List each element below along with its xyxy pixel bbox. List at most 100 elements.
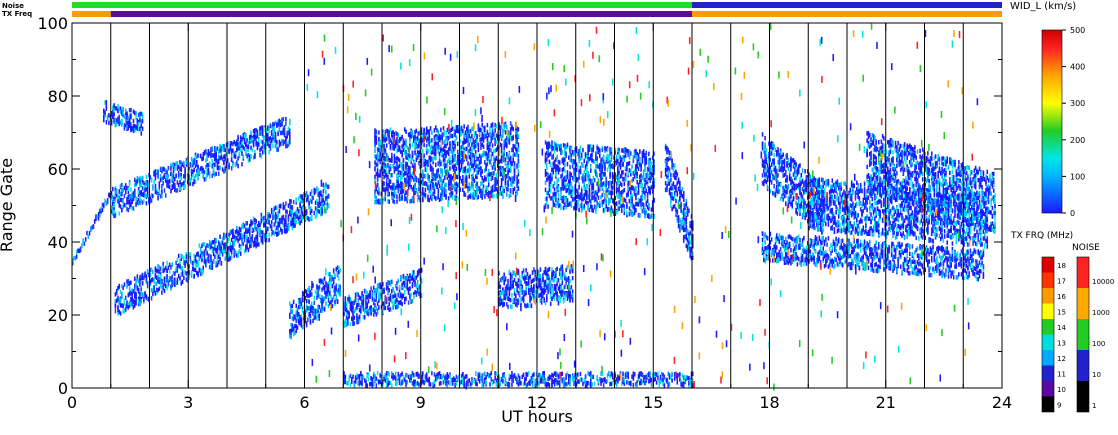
data-cell	[141, 175, 144, 181]
data-cell	[459, 145, 462, 151]
data-cell	[407, 178, 410, 184]
data-cell	[369, 305, 371, 311]
data-cell	[422, 171, 424, 177]
data-cell	[134, 110, 136, 116]
data-cell	[496, 168, 499, 174]
data-cell	[506, 187, 508, 192]
data-cell	[561, 149, 564, 155]
data-cell	[384, 192, 387, 197]
data-cell	[158, 265, 161, 270]
data-cell	[221, 252, 224, 257]
data-cell	[320, 207, 322, 212]
data-cell	[453, 166, 455, 172]
data-cell	[171, 162, 174, 167]
data-cell	[411, 284, 414, 289]
data-cell	[196, 259, 198, 264]
data-cell	[484, 194, 486, 199]
data-cell	[335, 267, 338, 272]
data-cell	[183, 160, 185, 166]
data-cell	[246, 153, 248, 159]
data-cell	[475, 165, 477, 171]
data-cell	[157, 269, 159, 274]
data-cell	[487, 193, 490, 199]
data-cell	[494, 163, 496, 168]
data-cell	[305, 299, 308, 304]
data-cell	[419, 138, 422, 143]
data-cell	[122, 303, 124, 309]
data-cell	[525, 275, 527, 280]
data-cell	[372, 298, 375, 303]
data-cell	[469, 192, 472, 197]
data-cell	[396, 173, 398, 178]
data-cell	[418, 291, 420, 296]
data-cell	[548, 144, 551, 149]
data-cell	[112, 186, 114, 192]
data-cell	[382, 129, 384, 134]
data-cell	[454, 182, 456, 187]
data-cell	[403, 196, 406, 202]
data-cell	[252, 134, 255, 139]
data-cell	[434, 133, 437, 139]
data-cell	[112, 201, 114, 207]
data-cell	[397, 278, 400, 284]
data-cell	[320, 212, 322, 217]
data-cell	[389, 185, 392, 190]
data-cell	[455, 128, 458, 134]
data-cell	[194, 152, 197, 157]
data-cell	[560, 148, 562, 154]
data-cell	[565, 204, 567, 210]
data-cell	[450, 180, 453, 186]
data-cell	[232, 245, 234, 250]
data-cell	[139, 277, 141, 283]
data-cell	[547, 150, 549, 155]
data-cell	[304, 289, 307, 294]
data-cell	[281, 218, 283, 223]
data-cell	[194, 258, 197, 264]
data-cell	[128, 281, 131, 286]
data-cell	[157, 193, 159, 198]
data-cell	[394, 157, 397, 162]
data-cell	[367, 312, 370, 317]
data-cell	[553, 181, 556, 186]
data-cell	[316, 309, 318, 314]
data-cell	[110, 111, 113, 117]
data-cell	[174, 185, 176, 191]
data-cell	[570, 294, 573, 299]
data-cell	[562, 158, 565, 163]
data-cell	[277, 221, 279, 227]
data-cell	[553, 292, 556, 298]
data-cell	[451, 142, 454, 148]
data-cell	[527, 286, 530, 291]
data-cell	[551, 155, 553, 160]
data-cell	[385, 186, 388, 192]
data-cell	[237, 136, 239, 141]
data-cell	[128, 300, 131, 306]
data-cell	[211, 248, 214, 253]
data-cell	[520, 287, 522, 292]
data-cell	[491, 143, 494, 148]
data-cell	[411, 274, 414, 279]
data-cell	[247, 158, 250, 163]
data-cell	[480, 141, 482, 147]
data-cell	[140, 183, 143, 188]
data-cell	[246, 240, 248, 246]
data-cell	[401, 150, 403, 155]
data-cell	[494, 184, 496, 189]
data-cell	[295, 312, 298, 318]
data-cell	[396, 141, 398, 146]
data-cell	[250, 145, 252, 150]
data-cell	[549, 183, 552, 189]
data-cell	[406, 162, 409, 167]
data-cell	[406, 172, 409, 178]
data-cell	[176, 268, 179, 273]
data-cell	[205, 158, 207, 163]
data-cell	[415, 188, 418, 193]
data-cell	[425, 146, 428, 152]
data-cell	[176, 165, 179, 170]
data-cell	[449, 186, 451, 191]
data-cell	[407, 169, 410, 174]
data-cell	[202, 156, 205, 161]
data-cell	[437, 190, 440, 195]
data-cell	[290, 209, 292, 214]
data-cell	[549, 151, 552, 156]
